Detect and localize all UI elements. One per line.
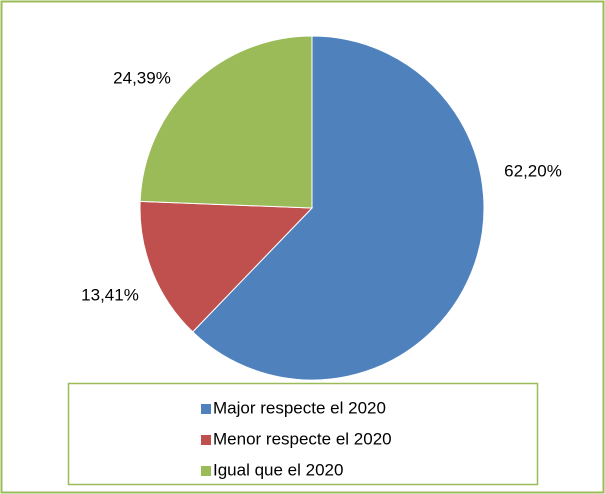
legend-label: Igual que el 2020 [213, 460, 343, 479]
data-label: 24,39% [113, 68, 171, 87]
data-label: 13,41% [81, 285, 139, 304]
legend-label: Major respecte el 2020 [213, 398, 386, 417]
legend-swatch [201, 435, 211, 445]
pie-slice [139, 35, 313, 209]
pie-slice [139, 200, 314, 333]
legend-label: Menor respecte el 2020 [213, 429, 392, 448]
legend-box [67, 382, 539, 486]
pie-slice [191, 35, 485, 381]
data-label: 62,20% [504, 161, 562, 180]
legend-swatch [201, 404, 211, 414]
legend-swatch [201, 466, 211, 476]
